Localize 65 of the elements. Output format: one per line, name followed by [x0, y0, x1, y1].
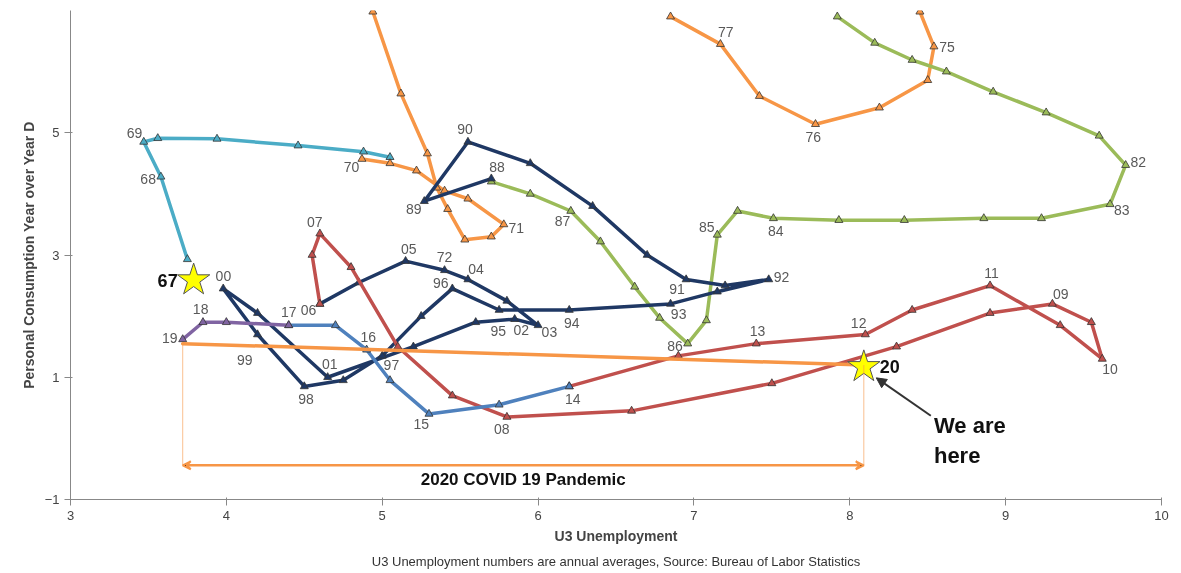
- annotation: 06: [300, 302, 317, 319]
- annotation: 02: [513, 322, 530, 339]
- x-tick-label: 8: [846, 507, 854, 523]
- annotation: 76: [805, 129, 822, 145]
- annotation: 99: [236, 352, 253, 369]
- annotation: 15: [413, 416, 430, 433]
- x-tick-label: 4: [222, 507, 230, 523]
- annotation: 01: [321, 356, 338, 373]
- annotation: 2020 COVID 19 Pandemic: [420, 470, 626, 490]
- x-tick-label: 7: [690, 507, 698, 523]
- annotation: 91: [669, 280, 685, 297]
- annotation: 10: [1102, 361, 1119, 378]
- annotation: 20: [879, 357, 900, 378]
- annotation: 89: [406, 200, 422, 217]
- annotation: 18: [192, 301, 209, 318]
- annotation: 08: [493, 420, 510, 437]
- annotation: 11: [984, 264, 1000, 281]
- x-tick-label: 10: [1154, 507, 1169, 523]
- annotation: We are here: [933, 412, 1006, 468]
- annotation: 82: [1130, 154, 1147, 171]
- x-axis-title: U3 Unemployment: [554, 527, 678, 544]
- annotation: 96: [433, 274, 449, 291]
- annotation: 05: [401, 240, 417, 257]
- annotation: 71: [508, 219, 525, 236]
- annotation: 03: [541, 323, 558, 340]
- annotation: 86: [667, 338, 683, 355]
- annotation: 12: [850, 315, 867, 332]
- annotation: 04: [468, 261, 484, 278]
- annotation: 84: [768, 223, 784, 240]
- y-tick-label: 5: [52, 125, 60, 141]
- annotation: 13: [749, 322, 766, 339]
- annotation: 19: [161, 330, 178, 347]
- annotation: 69: [126, 124, 143, 141]
- y-tick-label: 3: [52, 247, 60, 263]
- annotation: 85: [699, 219, 715, 236]
- y-axis-title: Personal Consumption Year over Year D: [20, 121, 37, 389]
- annotation: 17: [280, 304, 297, 321]
- y-tick-label: −1: [44, 492, 60, 507]
- annotation: 68: [140, 171, 157, 188]
- y-tick-label: 1: [52, 369, 60, 385]
- annotation: 09: [1053, 285, 1069, 302]
- annotation: 90: [457, 121, 473, 138]
- annotation: 75: [939, 39, 955, 56]
- annotation: 77: [717, 24, 734, 41]
- x-tick-label: 6: [534, 507, 542, 523]
- annotation: 07: [307, 213, 323, 230]
- x-tick-label: 5: [378, 507, 386, 523]
- x-tick-label: 9: [1002, 507, 1010, 523]
- annotation: 14: [564, 390, 581, 407]
- annotation: 92: [773, 268, 790, 285]
- annotation: 00: [215, 267, 232, 284]
- annotation: 83: [1114, 201, 1130, 218]
- annotation: 87: [554, 213, 571, 230]
- annotation: 70: [343, 158, 360, 175]
- annotation: 16: [360, 328, 377, 345]
- annotation: 97: [383, 357, 400, 374]
- annotation: 95: [490, 322, 507, 339]
- annotation: 93: [670, 306, 687, 323]
- annotation: 88: [489, 158, 506, 175]
- annotation: 98: [298, 391, 315, 408]
- text: U3 Unemployment numbers are annual averages, Source: Bureau of Labor Statistics: [371, 553, 861, 569]
- annotation: 72: [436, 249, 453, 266]
- x-tick-label: 3: [66, 507, 75, 523]
- annotation: 67: [157, 270, 178, 291]
- annotation: 94: [563, 314, 580, 331]
